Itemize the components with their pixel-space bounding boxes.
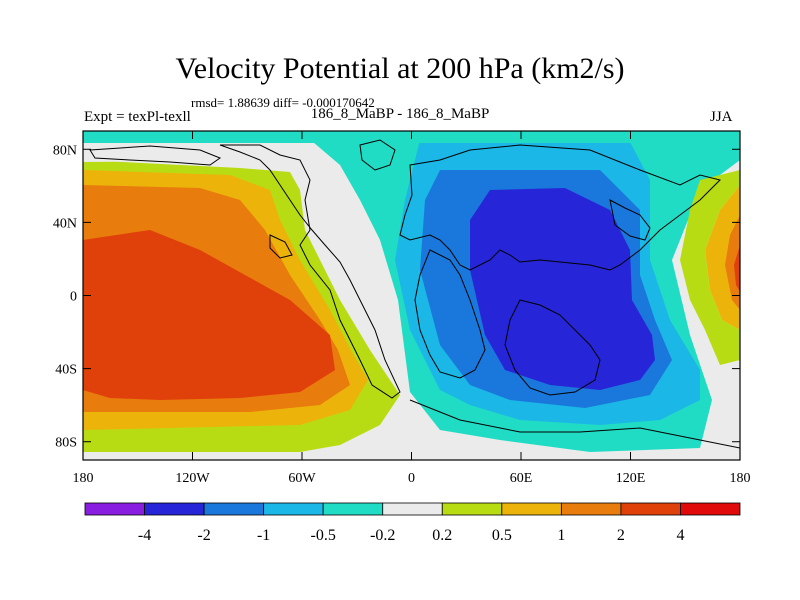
x-tick-label: 60W bbox=[288, 471, 316, 486]
colorbar-swatch bbox=[441, 502, 503, 516]
chart-title: Velocity Potential at 200 hPa (km2/s) bbox=[175, 52, 625, 85]
y-tick-label: 80S bbox=[55, 436, 77, 451]
y-tick-label: 80N bbox=[53, 143, 77, 158]
colorbar-swatch bbox=[620, 502, 681, 516]
experiment-label: Expt = texPl-texll bbox=[84, 109, 191, 125]
axis-tick-labels: 180 120W 60W 0 60E 120E 180 80N 40N 0 40S 80S bbox=[53, 143, 751, 486]
colorbar-swatch bbox=[322, 502, 384, 516]
season-label: JJA bbox=[710, 109, 733, 125]
colorbar: -4 -2 -1 -0.5 -0.2 0.2 0.5 1 2 4 bbox=[84, 502, 741, 544]
colorbar-label: 0.2 bbox=[432, 527, 452, 544]
colorbar-label: -1 bbox=[257, 527, 270, 544]
axis-ticks bbox=[82, 131, 741, 460]
colorbar-label: -0.5 bbox=[311, 527, 336, 544]
x-tick-label: 180 bbox=[730, 471, 751, 486]
colorbar-swatch bbox=[144, 502, 205, 516]
colorbar-swatch bbox=[680, 502, 741, 516]
colorbar-label: 0.5 bbox=[492, 527, 512, 544]
x-tick-label: 180 bbox=[73, 471, 94, 486]
colorbar-swatch bbox=[501, 502, 562, 516]
colorbar-swatch bbox=[560, 502, 622, 516]
x-tick-label: 60E bbox=[510, 471, 533, 486]
filled-contours bbox=[83, 131, 740, 460]
colorbar-label: 4 bbox=[676, 527, 684, 544]
coastlines bbox=[89, 139, 740, 449]
colorbar-label: 1 bbox=[557, 527, 565, 544]
colorbar-swatch bbox=[203, 502, 265, 516]
x-tick-label: 0 bbox=[408, 471, 415, 486]
colorbar-swatch bbox=[263, 502, 324, 516]
runs-label: 186_8_MaBP - 186_8_MaBP bbox=[310, 106, 490, 122]
colorbar-swatch bbox=[382, 502, 443, 516]
stats-text: rmsd= 1.88639 diff= -0.000170642 bbox=[191, 95, 375, 110]
colorbar-label: -0.2 bbox=[370, 527, 395, 544]
colorbar-swatch bbox=[84, 502, 145, 516]
colorbar-label: -4 bbox=[138, 527, 151, 544]
y-tick-label: 0 bbox=[70, 290, 77, 305]
y-tick-label: 40S bbox=[55, 363, 77, 378]
colorbar-label: 2 bbox=[617, 527, 625, 544]
y-tick-label: 40N bbox=[53, 216, 77, 231]
x-tick-label: 120W bbox=[175, 471, 210, 486]
colorbar-label: -2 bbox=[197, 527, 210, 544]
x-tick-label: 120E bbox=[616, 471, 646, 486]
